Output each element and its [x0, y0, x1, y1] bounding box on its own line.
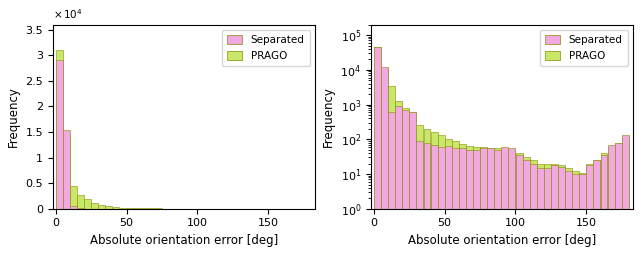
Bar [480, 147, 487, 254]
Bar [537, 168, 544, 254]
Bar [600, 155, 607, 254]
Bar [431, 145, 438, 254]
Bar [579, 173, 586, 254]
Bar [509, 150, 515, 254]
Bar [501, 148, 508, 254]
Bar [593, 160, 600, 254]
Bar [622, 137, 628, 254]
Bar [424, 129, 431, 254]
Bar [551, 164, 558, 254]
Bar [565, 171, 572, 254]
Bar [622, 135, 628, 254]
Bar [523, 157, 529, 254]
Bar [106, 206, 113, 209]
Bar [544, 168, 551, 254]
Bar [403, 110, 409, 254]
Bar [388, 86, 395, 254]
Bar [466, 146, 473, 254]
Bar [120, 208, 127, 209]
Bar [381, 68, 388, 254]
Bar [586, 164, 593, 254]
Bar [77, 208, 84, 209]
Bar [84, 199, 91, 209]
Bar [438, 147, 445, 254]
Bar [480, 148, 487, 254]
Bar [558, 165, 565, 254]
Bar [431, 132, 438, 254]
Bar [388, 112, 395, 254]
Bar [438, 135, 445, 254]
Bar [501, 147, 508, 254]
Bar [70, 206, 77, 209]
Bar [417, 141, 424, 254]
Bar [459, 148, 466, 254]
Bar [473, 147, 480, 254]
Y-axis label: Frequency: Frequency [322, 86, 335, 147]
Bar [410, 112, 416, 254]
Bar [63, 130, 70, 209]
Bar [530, 164, 537, 254]
Bar [607, 145, 614, 254]
Bar [523, 160, 529, 254]
Bar [572, 171, 579, 254]
Bar [410, 112, 416, 254]
Bar [141, 208, 148, 209]
Bar [586, 165, 593, 254]
Text: $\times\,10^4$: $\times\,10^4$ [53, 7, 83, 21]
Bar [92, 203, 98, 209]
Bar [417, 125, 424, 254]
Bar [113, 207, 120, 209]
X-axis label: Absolute orientation error [deg]: Absolute orientation error [deg] [408, 234, 596, 247]
Bar [99, 205, 106, 209]
Bar [374, 47, 381, 254]
Bar [70, 186, 77, 209]
Legend: Separated, PRAGO: Separated, PRAGO [221, 30, 310, 66]
Bar [516, 155, 522, 254]
Bar [395, 106, 402, 254]
Bar [607, 147, 614, 254]
Bar [537, 164, 544, 254]
Bar [614, 143, 621, 254]
Bar [579, 174, 586, 254]
Bar [445, 146, 452, 254]
Bar [593, 160, 600, 254]
Bar [516, 153, 522, 254]
Bar [134, 208, 141, 209]
Bar [614, 143, 621, 254]
Bar [466, 150, 473, 254]
Bar [374, 47, 381, 254]
Bar [572, 174, 579, 254]
Bar [56, 50, 63, 209]
X-axis label: Absolute orientation error [deg]: Absolute orientation error [deg] [90, 234, 278, 247]
Bar [558, 167, 565, 254]
Bar [56, 60, 63, 209]
Bar [487, 148, 494, 254]
Bar [530, 160, 537, 254]
Bar [381, 67, 388, 254]
Bar [403, 108, 409, 254]
Bar [459, 144, 466, 254]
Bar [452, 141, 459, 254]
Bar [77, 196, 84, 209]
Bar [395, 101, 402, 254]
Bar [424, 143, 431, 254]
Bar [452, 148, 459, 254]
Bar [494, 150, 501, 254]
Bar [127, 208, 134, 209]
Bar [551, 165, 558, 254]
Y-axis label: Frequency: Frequency [7, 86, 20, 147]
Legend: Separated, PRAGO: Separated, PRAGO [540, 30, 628, 66]
Bar [473, 150, 480, 254]
Bar [487, 148, 494, 254]
Bar [494, 148, 501, 254]
Bar [565, 168, 572, 254]
Bar [509, 148, 515, 254]
Bar [544, 164, 551, 254]
Bar [600, 153, 607, 254]
Bar [63, 135, 70, 209]
Bar [445, 139, 452, 254]
